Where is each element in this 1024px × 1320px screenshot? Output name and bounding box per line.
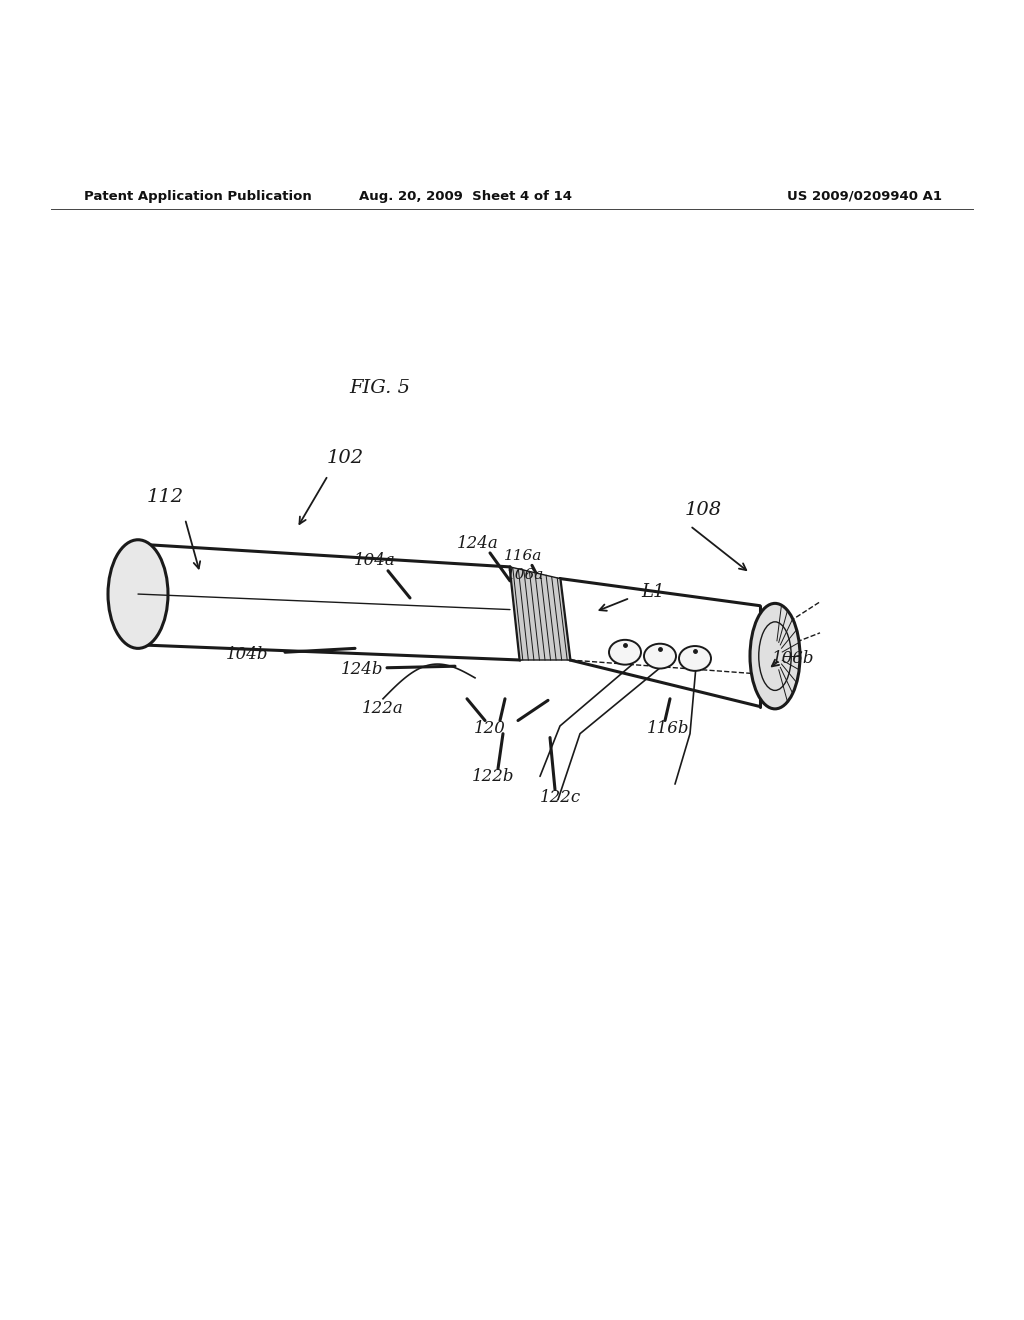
Ellipse shape <box>644 644 676 668</box>
Text: Patent Application Publication: Patent Application Publication <box>84 190 311 203</box>
Polygon shape <box>510 566 570 660</box>
Text: 120: 120 <box>474 719 506 737</box>
Text: 104a: 104a <box>354 552 396 569</box>
Ellipse shape <box>609 640 641 665</box>
Text: 116a: 116a <box>504 549 542 564</box>
Text: 124b: 124b <box>341 661 383 677</box>
Text: 122a: 122a <box>362 700 403 717</box>
Text: Aug. 20, 2009  Sheet 4 of 14: Aug. 20, 2009 Sheet 4 of 14 <box>359 190 572 203</box>
Text: 124a: 124a <box>457 535 499 552</box>
Text: 106b: 106b <box>772 649 814 667</box>
Text: US 2009/0209940 A1: US 2009/0209940 A1 <box>787 190 942 203</box>
Text: 122b: 122b <box>472 768 514 785</box>
Text: 102: 102 <box>327 449 364 467</box>
Ellipse shape <box>679 645 711 671</box>
Text: 122c: 122c <box>540 789 581 805</box>
Ellipse shape <box>750 603 800 709</box>
Text: 116b: 116b <box>647 719 689 737</box>
Text: FIG. 5: FIG. 5 <box>349 379 411 397</box>
Text: L1: L1 <box>641 582 665 601</box>
Text: 108: 108 <box>684 502 722 519</box>
Text: 104b: 104b <box>225 645 268 663</box>
Ellipse shape <box>108 540 168 648</box>
Text: 106a: 106a <box>506 568 544 582</box>
Text: 112: 112 <box>146 488 183 506</box>
